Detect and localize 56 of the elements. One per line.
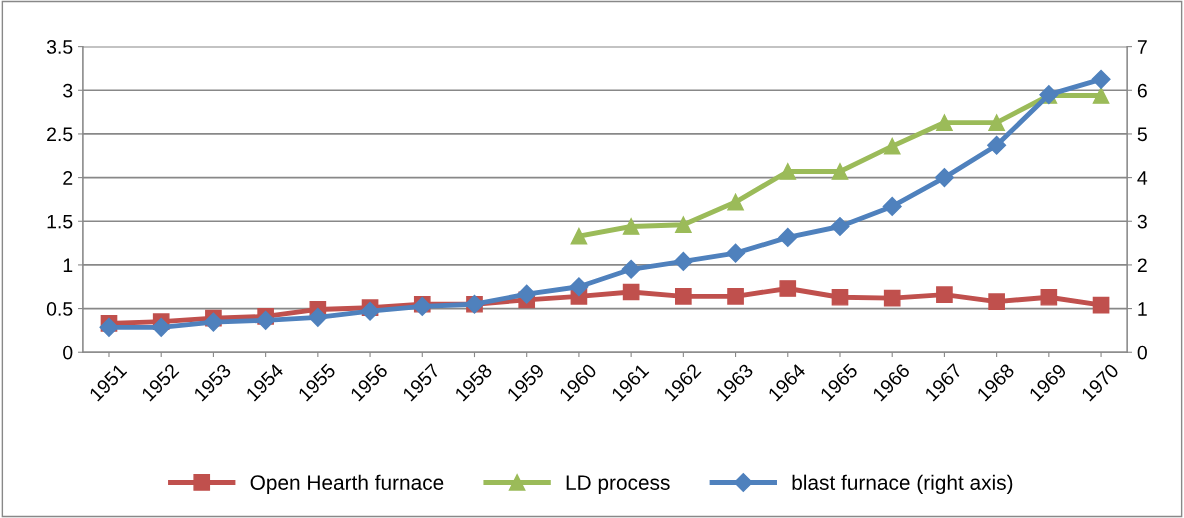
point	[988, 293, 1005, 310]
point	[988, 114, 1005, 131]
point	[569, 277, 589, 297]
point	[675, 216, 692, 234]
point	[308, 307, 328, 327]
point	[727, 288, 744, 305]
point	[517, 284, 537, 304]
point	[883, 289, 901, 307]
point	[882, 196, 902, 216]
y-tick-label: 1	[63, 258, 73, 272]
point	[256, 310, 276, 330]
point	[883, 137, 901, 155]
point	[936, 286, 953, 303]
y2-tick-label: 3	[1137, 214, 1147, 229]
point	[778, 227, 798, 247]
y2-tick-label: 2	[1137, 258, 1147, 272]
point	[675, 288, 692, 305]
point	[1092, 296, 1110, 314]
point	[570, 227, 588, 245]
y2-tick-label: 7	[1137, 40, 1147, 54]
point	[203, 312, 223, 332]
y2-tick-label: 5	[1137, 127, 1147, 142]
point	[621, 259, 641, 279]
y-tick-label: 0	[63, 345, 73, 360]
point	[1091, 69, 1111, 89]
y-tick-label: 2	[63, 171, 73, 185]
point	[831, 163, 849, 180]
point	[151, 317, 171, 337]
point	[1040, 288, 1058, 306]
point	[779, 163, 797, 180]
point	[622, 283, 640, 301]
legend-label: LD process	[566, 475, 670, 495]
y-tick-label: 1.5	[47, 214, 73, 229]
point	[830, 216, 850, 237]
y2-tick-label: 0	[1137, 345, 1147, 360]
point	[99, 317, 119, 337]
point	[936, 114, 953, 131]
point	[673, 251, 693, 271]
point	[934, 168, 954, 188]
point	[622, 218, 640, 235]
point	[726, 243, 746, 263]
y2-tick-label: 6	[1137, 83, 1147, 98]
point	[727, 193, 744, 211]
point	[1092, 87, 1110, 104]
y-tick-label: 3.5	[46, 40, 73, 54]
y2-tick-label: 1	[1138, 302, 1147, 316]
y-tick-label: 0.5	[46, 302, 73, 316]
y-tick-label: 2.5	[47, 127, 73, 142]
y-tick-label: 3	[63, 83, 73, 98]
point	[360, 301, 380, 321]
point	[831, 288, 849, 306]
y2-tick-label: 4	[1137, 171, 1148, 185]
point	[779, 280, 797, 297]
point	[987, 135, 1007, 155]
legend-label: blast furnace (right axis)	[792, 474, 1013, 495]
legend-label: Open Hearth furnace	[250, 474, 444, 495]
